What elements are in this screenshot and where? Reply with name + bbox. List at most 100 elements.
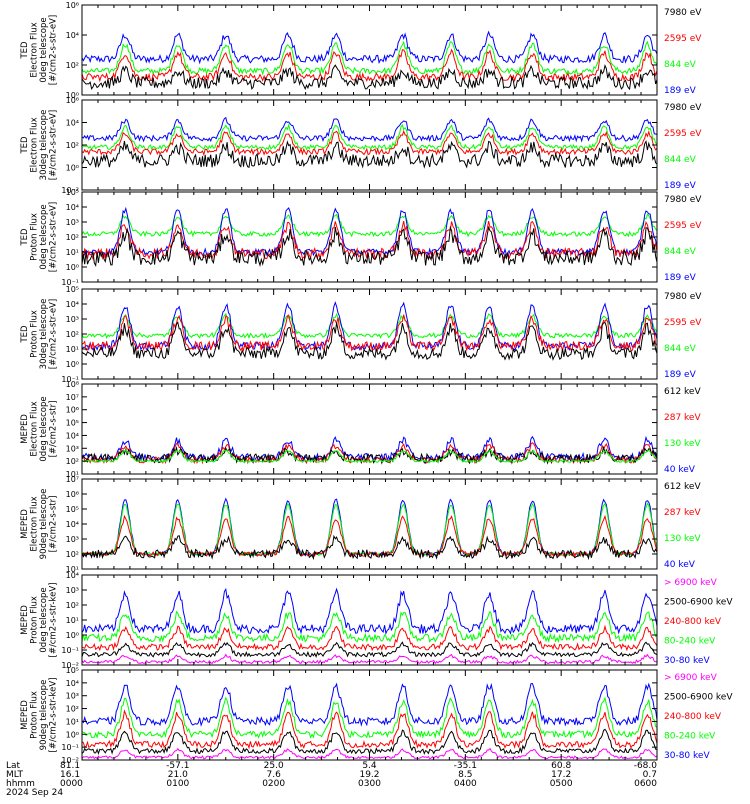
footer-date: 2024 Sep 24 (6, 788, 63, 798)
panel-5: 10¹ 10² 10³ 10⁴ 10⁵ 10⁶ 10⁷ 10⁸ MEPEDElectron Fl… (20, 380, 702, 479)
y-tick-label: 10⁵ (66, 505, 79, 514)
y-tick-label: 10² (66, 457, 79, 466)
y-axis-label-line: MEPED (20, 605, 30, 635)
series-trace-3 (81, 48, 658, 83)
y-axis-label-line: 90deg telescope (39, 680, 49, 751)
legend-entry: 844 eV (664, 247, 697, 257)
series-trace-4 (81, 728, 658, 755)
footer-tick-value: 5.4 (362, 761, 377, 771)
y-tick-label: 10² (66, 550, 79, 559)
y-axis-label-line: [#/cm2-s-str] (48, 401, 58, 458)
plot-frame (81, 574, 658, 666)
footer-tick-value: 0600 (634, 779, 657, 789)
y-axis-label-line: [#/cm2-s-str-keV] (48, 583, 58, 658)
series-trace-3 (81, 624, 658, 652)
y-tick-label: 10² (66, 330, 79, 339)
y-tick-label: 10³ (66, 535, 79, 544)
legend-entry: 612 keV (664, 387, 701, 397)
y-tick-label: 10⁵ (66, 666, 79, 675)
y-axis-label-line: [#/cm2-s-str] (48, 496, 58, 553)
legend-entry: 240-800 keV (664, 712, 722, 722)
panel-8: 10⁻² 10⁻¹ 10⁰ 10¹ 10² 10³ 10⁴ 10⁵ MEPEDProton Fl… (20, 666, 734, 765)
y-tick-label: 10¹ (66, 248, 79, 257)
series-trace-1 (81, 312, 658, 340)
y-tick-label: 10⁴ (66, 431, 79, 440)
y-axis-label: MEPEDElectron Flux90deg telescope[#/cm2-… (20, 489, 59, 560)
y-axis-label-line: [#/cm2-s-str-eV] (48, 15, 58, 85)
series-trace-3 (81, 220, 658, 261)
footer-row-label: hhmm (6, 779, 35, 789)
panel-4: 10⁻¹ 10⁰ 10¹ 10² 10³ 10⁴ 10⁵ TEDProton Flux30de… (20, 285, 703, 384)
y-tick-label: 10⁴ (66, 203, 79, 212)
y-axis-label-line: 0deg telescope (39, 204, 49, 269)
y-axis-label-line: Proton Flux (29, 310, 39, 358)
y-tick-label: 10¹ (66, 717, 79, 726)
y-tick-label: 10³ (66, 444, 79, 453)
y-axis-label-line: 30deg telescope (39, 299, 49, 370)
series-trace-1 (81, 213, 658, 238)
series-trace-2 (81, 40, 658, 76)
legend-entry: 844 eV (664, 155, 697, 165)
series-trace-3 (81, 709, 658, 750)
legend-entry: 844 eV (664, 60, 697, 70)
legend-entry: > 6900 keV (664, 578, 718, 588)
legend-entry: 7980 eV (664, 103, 702, 113)
legend-entry: 189 eV (664, 370, 697, 380)
y-axis-label-line: [#/cm2-s-str-eV] (48, 299, 58, 369)
legend-entry: 80-240 keV (664, 732, 716, 742)
series-trace-4 (81, 534, 658, 561)
legend-entry: 2595 eV (664, 318, 702, 328)
y-tick-label: 10¹ (66, 565, 79, 574)
footer-tick-value: 60.8 (551, 761, 571, 771)
legend-entry: 7980 eV (664, 292, 702, 302)
y-tick-label: 10⁻¹ (61, 278, 79, 287)
y-axis-label-line: [#/cm2-s-str-eV] (48, 202, 58, 272)
legend-entry: 240-800 keV (664, 617, 722, 627)
y-tick-label: 10¹ (66, 345, 79, 354)
y-axis-label-line: TED (20, 41, 30, 60)
y-axis-label-line: 0deg telescope (39, 587, 49, 652)
y-axis-label: MEPEDProton Flux0deg telescope[#/cm2-s-s… (20, 583, 59, 658)
y-tick-label: 10⁰ (66, 91, 79, 100)
y-axis-label: TEDElectron Flux30deg telescope[#/cm2-s-… (20, 110, 59, 181)
y-tick-label: 10³ (66, 692, 79, 701)
legend-entry: 287 keV (664, 413, 701, 423)
y-tick-label: 10⁰ (66, 360, 79, 369)
footer-tick-value: 8.5 (458, 770, 472, 780)
series-trace-2 (81, 696, 658, 739)
series-trace-2 (81, 206, 658, 257)
y-axis-label-line: [#/cm2-s-str-keV] (48, 678, 58, 753)
legend-entry: 30-80 keV (664, 751, 710, 761)
y-tick-label: 10⁵ (66, 419, 79, 428)
plot-frame (81, 478, 658, 570)
series-trace-4 (81, 225, 658, 268)
y-tick-label: 10⁰ (66, 164, 79, 173)
y-tick-label: 10² (66, 61, 79, 70)
y-axis-label-line: 30deg telescope (39, 110, 49, 181)
footer-row-label: MLT (6, 770, 24, 780)
legend-entry: 30-80 keV (664, 656, 710, 666)
y-axis-label-line: [#/cm2-s-str-eV] (48, 110, 58, 180)
legend-entry: 2500-6900 keV (664, 693, 733, 703)
y-axis-label-line: MEPED (20, 414, 30, 444)
legend-entry: 844 eV (664, 344, 697, 354)
legend-entry: 189 eV (664, 86, 697, 96)
legend-entry: 7980 eV (664, 8, 702, 18)
footer-tick-value: 21.0 (168, 770, 188, 780)
y-axis-label-line: Proton Flux (29, 213, 39, 261)
y-tick-label: 10⁴ (66, 119, 79, 128)
y-axis-label-line: MEPED (20, 700, 30, 730)
series-trace-3 (81, 129, 658, 157)
footer-tick-value: -68.0 (634, 761, 658, 771)
y-tick-label: 10⁻² (61, 756, 79, 765)
legend-entry: 2595 eV (664, 221, 702, 231)
y-tick-label: 10⁻¹ (61, 743, 79, 752)
y-tick-label: 10⁻² (61, 186, 79, 195)
series-trace-2 (81, 123, 658, 151)
y-tick-label: 10⁶ (66, 1, 79, 10)
y-axis-label: TEDProton Flux30deg telescope[#/cm2-s-st… (20, 299, 59, 370)
legend-entry: 287 keV (664, 508, 701, 518)
series-trace-2 (81, 610, 658, 644)
